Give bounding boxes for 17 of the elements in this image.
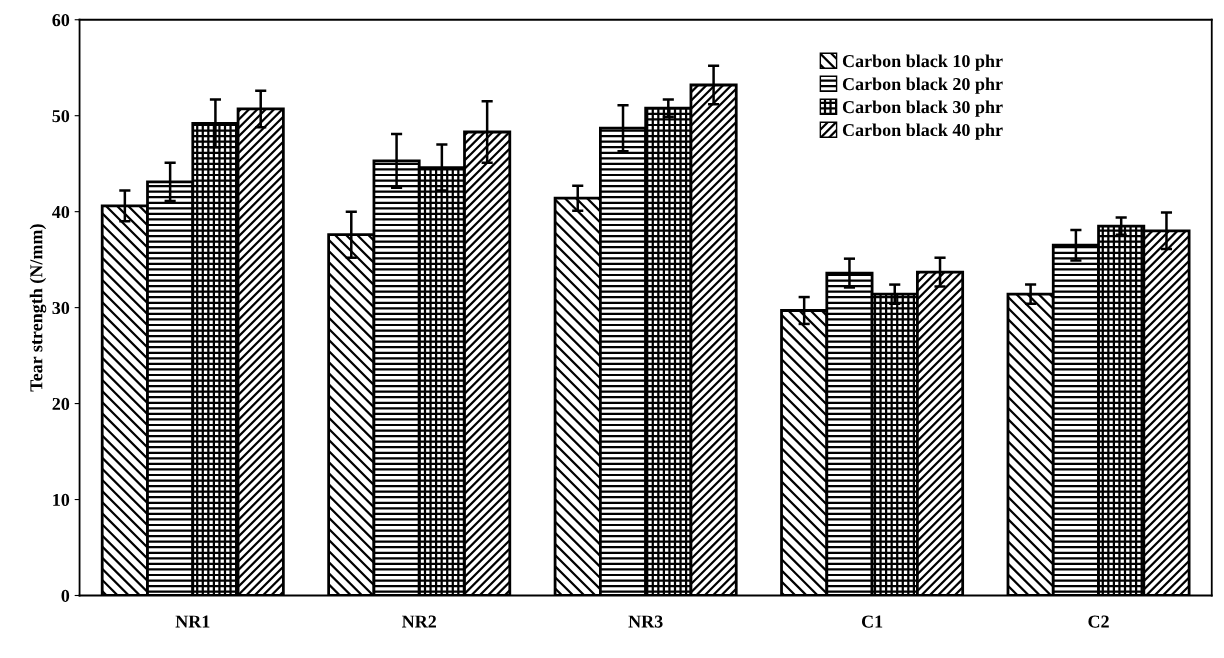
legend-label: Carbon black 20 phr: [842, 77, 1003, 94]
x-tick-label: NR1: [175, 615, 210, 628]
y-tick-label: 50: [52, 109, 70, 123]
legend-label: Carbon black 40 phr: [842, 123, 1003, 140]
y-tick-label: 60: [52, 14, 70, 27]
x-tick-label: C1: [861, 615, 883, 628]
y-tick-label: 20: [52, 397, 70, 411]
legend-label: Carbon black 10 phr: [842, 54, 1003, 71]
y-tick-label: 0: [61, 589, 70, 602]
y-tick-label: 40: [52, 205, 70, 219]
x-tick-label: NR3: [628, 615, 663, 628]
y-tick-label: 10: [53, 493, 70, 506]
y-axis-title: Tear strength (N/mm): [29, 224, 47, 392]
legend-label: Carbon black 30 phr: [842, 100, 1003, 117]
x-tick-label: NR2: [402, 615, 436, 628]
y-tick-label: 30: [52, 301, 70, 315]
x-tick-label: C2: [1088, 615, 1109, 628]
